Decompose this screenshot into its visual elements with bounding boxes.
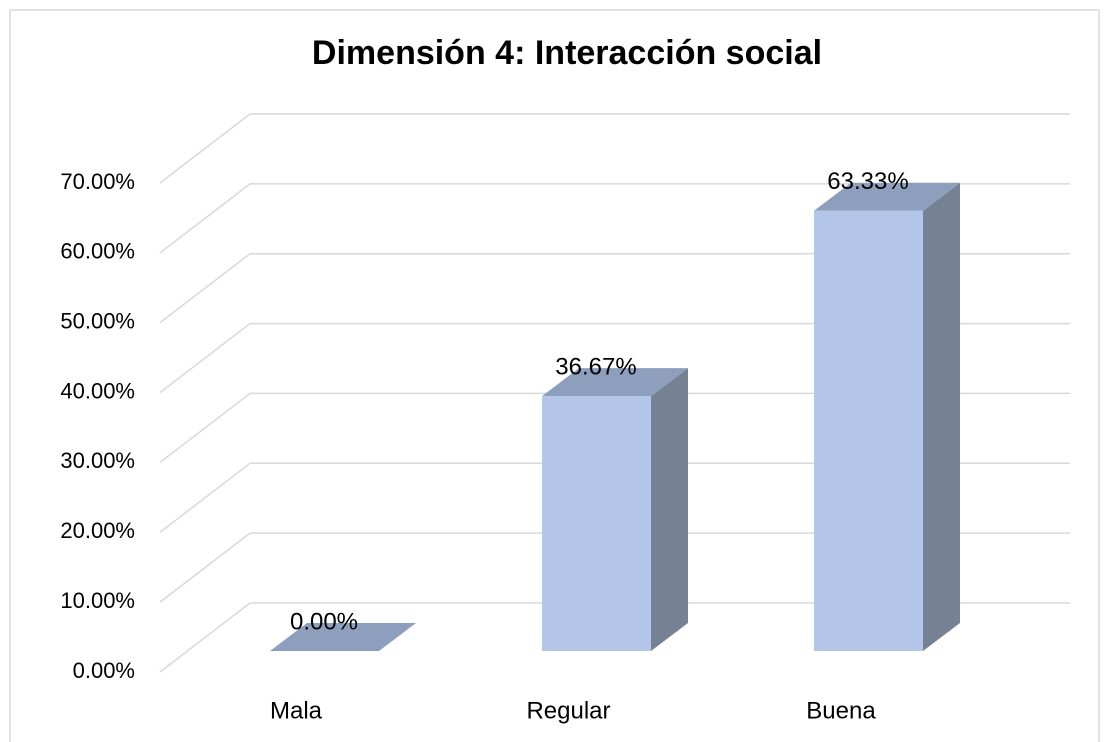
grid-line xyxy=(159,183,251,254)
bar-side xyxy=(923,182,960,651)
bar xyxy=(542,396,651,651)
grid-line xyxy=(159,532,251,603)
grid-line xyxy=(159,113,251,184)
value-label: 0.00% xyxy=(290,608,358,635)
value-label: 36.67% xyxy=(555,353,636,380)
x-tick-label: Buena xyxy=(806,697,876,724)
bar-top xyxy=(542,368,688,397)
y-tick-label: 10.00% xyxy=(60,588,135,613)
y-tick-label: 70.00% xyxy=(60,169,135,194)
value-label: 63.33% xyxy=(827,168,908,195)
bar-side xyxy=(651,368,688,651)
y-tick-label: 60.00% xyxy=(60,239,135,264)
grid-line xyxy=(159,462,251,533)
grid-line xyxy=(159,322,251,394)
grid-line xyxy=(159,253,251,324)
bar xyxy=(814,210,923,651)
x-tick-label: Mala xyxy=(270,697,323,724)
x-tick-label: Regular xyxy=(526,697,610,724)
y-tick-label: 50.00% xyxy=(60,309,135,334)
grid-line xyxy=(159,602,251,673)
y-tick-label: 40.00% xyxy=(60,378,135,403)
bar-top xyxy=(270,623,416,651)
bar-top xyxy=(814,182,960,211)
y-tick-label: 20.00% xyxy=(60,518,135,543)
grid-line xyxy=(159,392,251,464)
y-tick-label: 30.00% xyxy=(60,448,135,473)
y-tick-label: 0.00% xyxy=(73,658,135,683)
chart-title: Dimensión 4: Interacción social xyxy=(312,34,822,72)
